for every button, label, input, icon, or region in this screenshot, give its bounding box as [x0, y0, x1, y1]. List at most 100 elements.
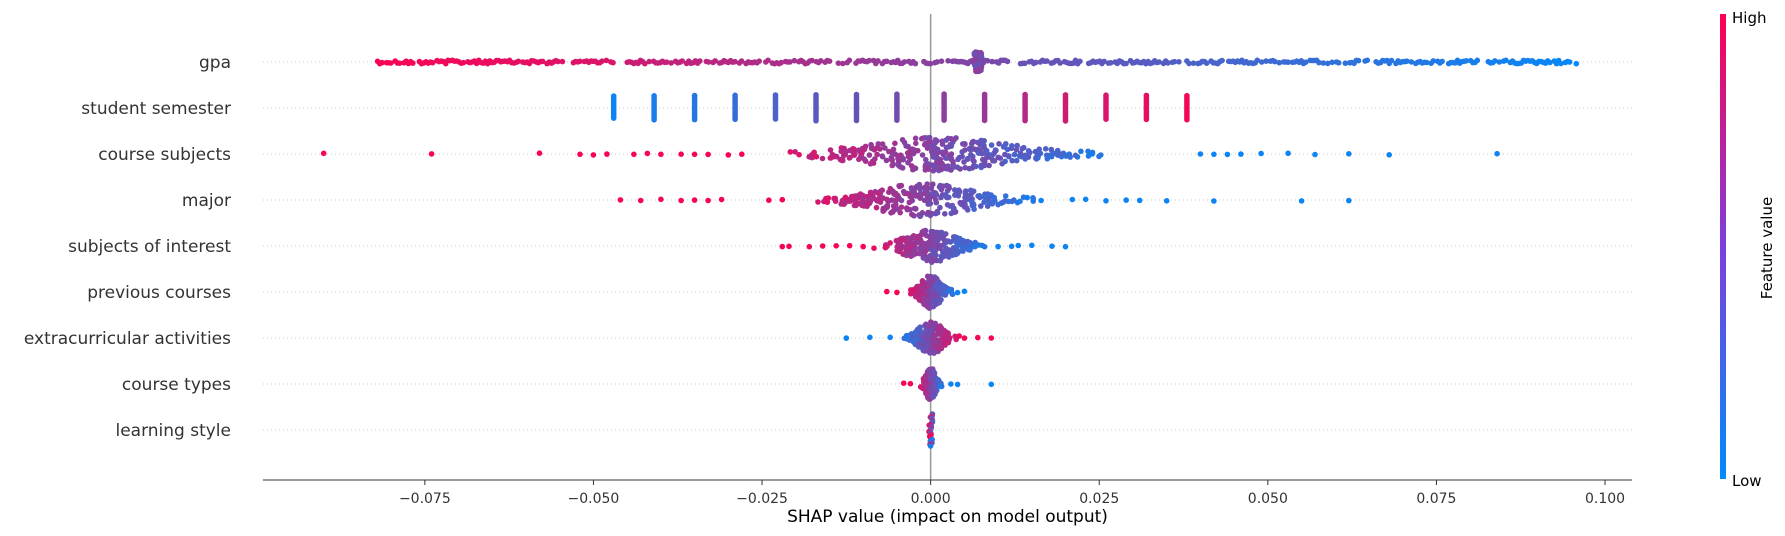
shap-point — [928, 375, 934, 382]
shap-point — [1494, 150, 1500, 157]
shap-point — [931, 296, 938, 303]
shap-point — [942, 342, 948, 348]
shap-point — [1136, 197, 1143, 204]
shap-point — [942, 192, 949, 198]
feature-label: previous courses — [87, 283, 231, 303]
shap-point — [991, 158, 998, 164]
shap-point — [953, 251, 959, 258]
shap-point — [658, 151, 664, 158]
shap-point — [923, 390, 929, 396]
shap-point — [937, 204, 943, 211]
shap-point — [900, 380, 907, 387]
shap-point — [1211, 198, 1217, 204]
shap-point — [931, 291, 937, 298]
shap-point — [921, 190, 927, 197]
shap-point — [999, 160, 1005, 167]
shap-point — [921, 141, 928, 148]
shap-point — [1057, 60, 1063, 66]
shap-point — [898, 243, 905, 249]
shap-point — [888, 210, 894, 216]
shap-point — [981, 144, 987, 151]
shap-point — [1324, 60, 1331, 67]
shap-point — [945, 166, 952, 172]
shap-point — [874, 145, 880, 151]
shap-point — [951, 187, 958, 193]
shap-point — [952, 209, 958, 215]
shap-point — [927, 350, 933, 356]
shap-point — [941, 336, 948, 343]
shap-point — [873, 204, 880, 211]
shap-point — [918, 289, 925, 296]
shap-point — [908, 163, 915, 169]
shap-point — [1009, 157, 1015, 164]
shap-point — [901, 335, 907, 342]
shap-point — [929, 246, 935, 253]
shap-point — [927, 60, 934, 67]
shap-point — [1014, 142, 1020, 149]
shap-point — [787, 149, 794, 155]
shap-point — [910, 242, 917, 248]
shap-point — [1017, 150, 1024, 156]
shap-point — [855, 192, 861, 199]
shap-point — [1062, 118, 1069, 124]
shap-point — [577, 58, 583, 65]
shap-point — [913, 140, 919, 147]
shap-point — [898, 204, 905, 210]
shap-point — [772, 116, 779, 122]
feature-label: subjects of interest — [68, 237, 231, 257]
shap-point — [1156, 59, 1162, 65]
shap-point — [945, 58, 951, 64]
shap-point — [840, 157, 846, 164]
shap-point — [1067, 154, 1073, 160]
shap-point — [943, 155, 950, 161]
shap-point — [971, 158, 977, 165]
colorbar — [1720, 14, 1726, 479]
shap-point — [961, 335, 968, 341]
shap-point — [835, 60, 842, 66]
shap-point — [460, 59, 467, 66]
shap-point — [1143, 116, 1150, 123]
shap-point — [916, 341, 922, 348]
shap-point — [921, 295, 927, 301]
shap-point — [1085, 148, 1091, 155]
x-axis-title: SHAP value (impact on model output) — [787, 507, 1108, 527]
shap-point — [559, 58, 566, 65]
shap-point — [1254, 57, 1261, 64]
shap-point — [410, 60, 416, 66]
shap-point — [838, 201, 844, 207]
shap-point — [930, 229, 937, 235]
shap-point — [933, 197, 939, 203]
shap-point — [901, 59, 908, 65]
shap-point — [899, 137, 906, 143]
shap-point — [604, 151, 610, 157]
shap-point — [935, 279, 942, 285]
feature-label: learning style — [115, 421, 231, 441]
shap-point — [954, 235, 961, 242]
shap-point — [935, 237, 941, 243]
shap-point — [668, 60, 674, 66]
shap-point — [918, 333, 925, 340]
shap-point — [827, 147, 834, 153]
shap-point — [555, 58, 561, 65]
shap-point — [995, 154, 1001, 161]
shap-point — [870, 192, 876, 198]
shap-point — [861, 156, 867, 162]
shap-point — [884, 204, 890, 211]
shap-point — [1103, 198, 1109, 204]
x-tick-label: −0.025 — [736, 491, 788, 507]
shap-point — [975, 193, 981, 199]
shap-point — [610, 115, 617, 121]
shap-point — [825, 195, 832, 201]
shap-point — [925, 161, 932, 167]
shap-point — [1072, 152, 1079, 159]
shap-point — [975, 334, 981, 341]
shap-point — [924, 273, 931, 280]
shap-point — [539, 58, 546, 65]
shap-point — [860, 196, 866, 202]
shap-point — [1022, 117, 1028, 124]
shap-point — [1316, 59, 1322, 66]
shap-point — [900, 188, 907, 195]
shap-point — [1285, 59, 1291, 65]
gridlines — [263, 61, 1632, 431]
shap-point — [959, 153, 965, 160]
